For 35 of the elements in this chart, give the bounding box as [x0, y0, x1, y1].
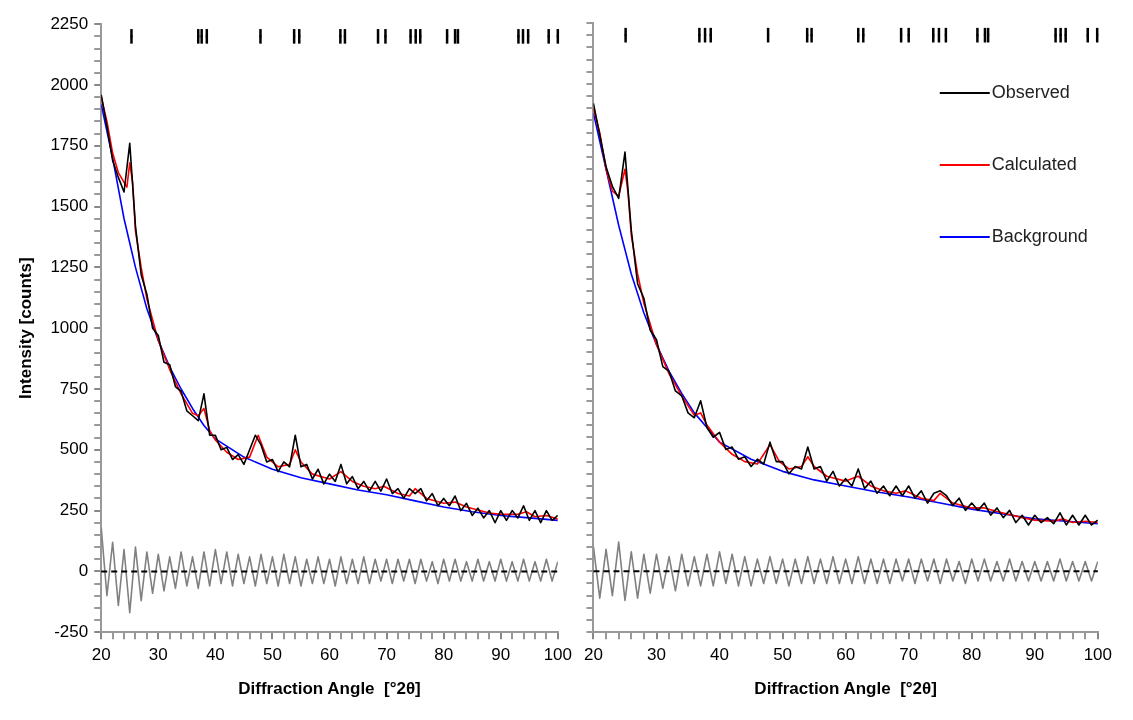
x-tick-label: 50: [262, 645, 282, 665]
x-tick-label: 30: [647, 645, 666, 665]
y-axis-title: Intensity [counts]: [15, 257, 35, 400]
y-tick-label: 250: [59, 500, 89, 520]
x-tick-label: 30: [148, 645, 168, 665]
y-tick-label: 1000: [50, 317, 89, 337]
x-tick-label: 20: [91, 645, 111, 665]
x-tick-label: 90: [491, 645, 511, 665]
x-axis-title: Diffraction Angle [°2θ]: [238, 679, 421, 699]
y-tick-label: 1750: [50, 135, 89, 155]
x-tick-label: 70: [899, 645, 919, 665]
y-tick-label: -250: [54, 621, 89, 641]
x-tick-label: 100: [543, 645, 573, 665]
legend-label: Background: [991, 225, 1088, 246]
x-tick-label: 60: [836, 645, 856, 665]
x-tick-label: 60: [320, 645, 339, 665]
x-tick-label: 100: [1083, 645, 1113, 665]
x-axis-title: Diffraction Angle [°2θ]: [754, 679, 937, 699]
x-tick-label: 40: [205, 645, 225, 665]
y-tick-label: 2250: [50, 13, 89, 33]
x-tick-label: 20: [583, 645, 603, 665]
y-tick-label: 750: [59, 378, 89, 398]
y-tick-label: 2000: [50, 74, 89, 94]
x-tick-label: 70: [377, 645, 397, 665]
y-tick-label: 500: [59, 439, 89, 459]
x-tick-label: 90: [1025, 645, 1045, 665]
y-tick-label: 0: [78, 561, 89, 581]
x-tick-label: 80: [434, 645, 454, 665]
y-tick-label: 1250: [50, 257, 89, 277]
x-tick-label: 50: [773, 645, 793, 665]
y-tick-label: 1500: [50, 196, 89, 216]
x-tick-label: 80: [962, 645, 982, 665]
x-tick-label: 40: [710, 645, 730, 665]
legend-label: Calculated: [991, 153, 1077, 174]
legend-label: Observed: [991, 81, 1070, 102]
